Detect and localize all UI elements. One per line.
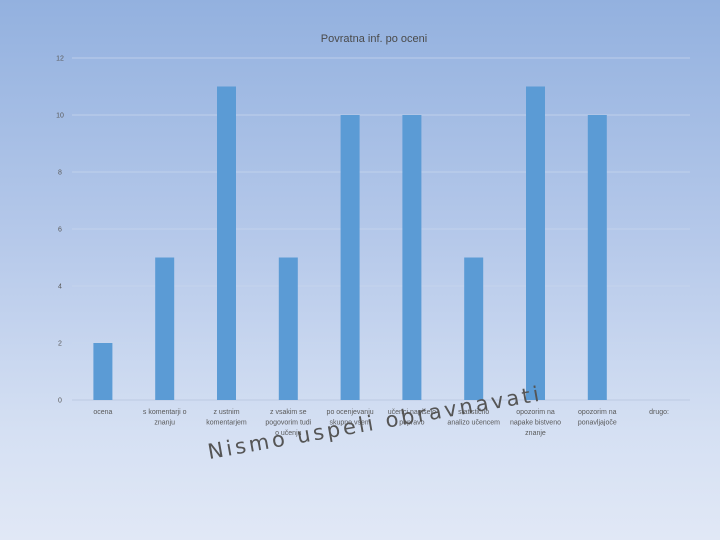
x-tick-label: drugo: [649,409,669,416]
x-tick-label-line: analizo učencem [447,420,500,427]
x-tick-label: po ocenjevanju skupno vsem [327,409,374,427]
x-tick-label-line: ponavljajoče [578,420,617,427]
x-tick-label-line: z vsakim se [270,409,307,416]
bar [464,257,484,400]
x-tick-label-line: o učenju [275,430,302,437]
x-tick-label: statistično analizo učencem [447,409,500,427]
x-tick-label-line: opozorim na [578,409,617,416]
x-tick-label: učenci napišejo popravo [388,409,436,427]
bars [93,86,607,400]
x-tick-label-line: opozorim na [516,409,555,416]
bar [93,343,113,400]
y-tick-label: 2 [58,341,62,348]
chart-title: Povratna inf. po oceni [321,33,427,45]
x-tick-label-line: učenci napišejo [388,409,436,416]
x-tick-label: ocena [93,409,112,416]
x-tick-label-line: statistično [458,409,489,416]
x-tick-label-line: znanju [154,420,175,427]
bar [278,257,298,400]
bar [217,86,236,400]
x-tick-label-line: skupno vsem [329,420,370,427]
bar [587,115,607,400]
x-tick-label: z vsakim se pogovorim tudi o učenju [265,409,311,437]
y-tick-label: 8 [58,170,62,177]
bar [340,115,360,400]
y-tick-label: 10 [56,113,64,120]
y-tick-label: 0 [58,398,62,405]
x-tick-label: opozorim na ponavljajoče [578,409,617,427]
x-tick-label-line: napake bistveno [510,420,561,427]
x-tick-label: s komentarji o znanju [143,409,187,427]
y-tick-label: 12 [56,56,64,63]
x-axis-labels: ocena s komentarji o znanju z ustnim komenta… [93,409,669,437]
gridlines [72,57,690,401]
bar [155,257,175,400]
y-axis-ticks: 0 2 4 6 8 10 12 [56,56,64,405]
y-tick-label: 6 [58,227,62,234]
x-tick-label-line: komentarjem [206,420,247,427]
x-tick-label-line: ocena [93,409,112,416]
x-tick-label-line: s komentarji o [143,409,187,416]
x-tick-label-line: pogovorim tudi [265,420,311,427]
bar [526,86,545,400]
x-tick-label-line: popravo [399,420,424,427]
x-tick-label: opozorim na napake bistveno znanje [510,409,561,437]
x-tick-label-line: znanje [525,430,546,437]
x-tick-label-line: drugo: [649,409,669,416]
x-tick-label-line: po ocenjevanju [327,409,374,416]
bar [402,115,422,400]
y-tick-label: 4 [58,284,62,291]
x-tick-label: z ustnim komentarjem [206,409,247,427]
x-tick-label-line: z ustnim [213,409,239,416]
